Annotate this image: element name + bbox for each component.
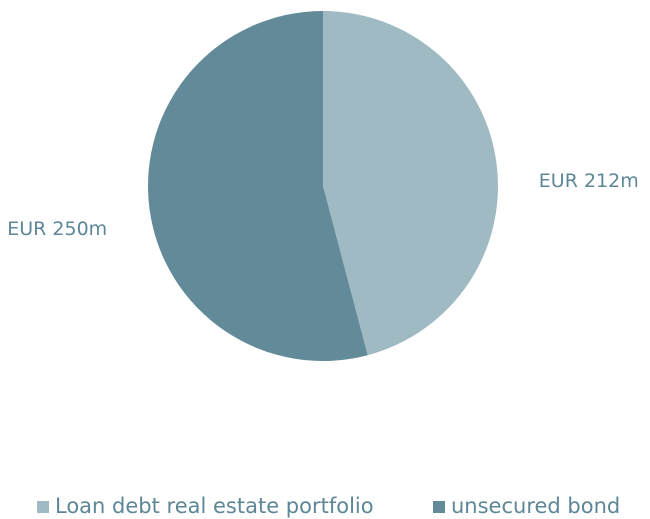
pie-slice xyxy=(323,11,498,356)
legend-swatch xyxy=(433,501,445,513)
value-label: EUR 212m xyxy=(539,170,639,192)
value-label: EUR 250m xyxy=(7,218,107,240)
legend-label: unsecured bond xyxy=(451,494,620,518)
legend-label: Loan debt real estate portfolio xyxy=(55,494,374,518)
pie-slice xyxy=(147,11,368,362)
legend-swatch xyxy=(37,501,49,513)
